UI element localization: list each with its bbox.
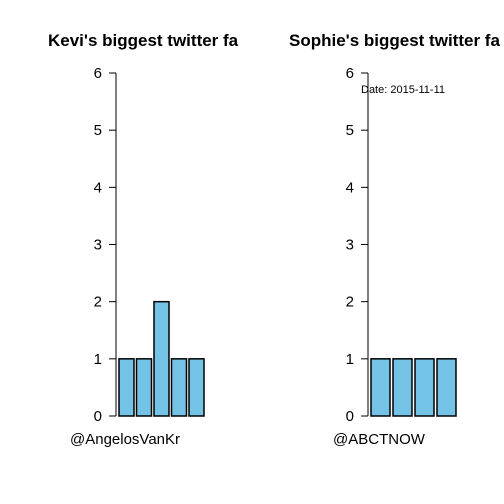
category-label: @AngelosVanKr — [70, 431, 180, 448]
y-axis: 0 1 2 3 4 5 6 — [94, 65, 117, 425]
y-tick-label: 3 — [94, 237, 102, 254]
y-tick-label: 4 — [346, 179, 354, 196]
category-labels: @ABCTNOW — [333, 431, 426, 448]
y-tick-label: 6 — [346, 65, 354, 82]
bar — [436, 358, 457, 417]
y-tick-label: 4 — [94, 179, 102, 196]
bar — [153, 300, 170, 417]
bar — [414, 358, 435, 417]
chart-title: Kevi's biggest twitter fa — [48, 31, 239, 50]
bars — [370, 358, 457, 417]
bar — [188, 358, 205, 417]
bar — [170, 358, 188, 417]
y-tick-label: 2 — [346, 294, 354, 311]
bar — [135, 358, 153, 417]
y-tick-label: 6 — [94, 65, 102, 82]
y-tick-label: 5 — [94, 122, 102, 139]
y-axis: 0 1 2 3 4 5 6 — [346, 65, 369, 425]
date-annotation: Date: 2015-11-11 — [361, 84, 445, 96]
y-tick-label: 0 — [94, 408, 102, 425]
category-label: @ABCTNOW — [333, 431, 426, 448]
bar — [370, 358, 391, 417]
y-tick-label: 2 — [94, 294, 102, 311]
chart-title: Sophie's biggest twitter fa — [289, 31, 500, 50]
y-tick-label: 3 — [346, 237, 354, 254]
y-tick-label: 5 — [346, 122, 354, 139]
bar — [118, 358, 135, 417]
y-tick-label: 0 — [346, 408, 354, 425]
chart-panel-sophie: Sophie's biggest twitter fa Date: 2015-1… — [289, 31, 500, 448]
bar — [392, 358, 413, 417]
y-tick-label: 1 — [346, 351, 354, 368]
y-tick-label: 1 — [94, 351, 102, 368]
bars — [118, 300, 205, 417]
category-labels: @AngelosVanKr — [70, 431, 180, 448]
chart-panel-kevi: Kevi's biggest twitter fa 0 1 2 3 4 5 6 @Angel… — [48, 31, 239, 448]
